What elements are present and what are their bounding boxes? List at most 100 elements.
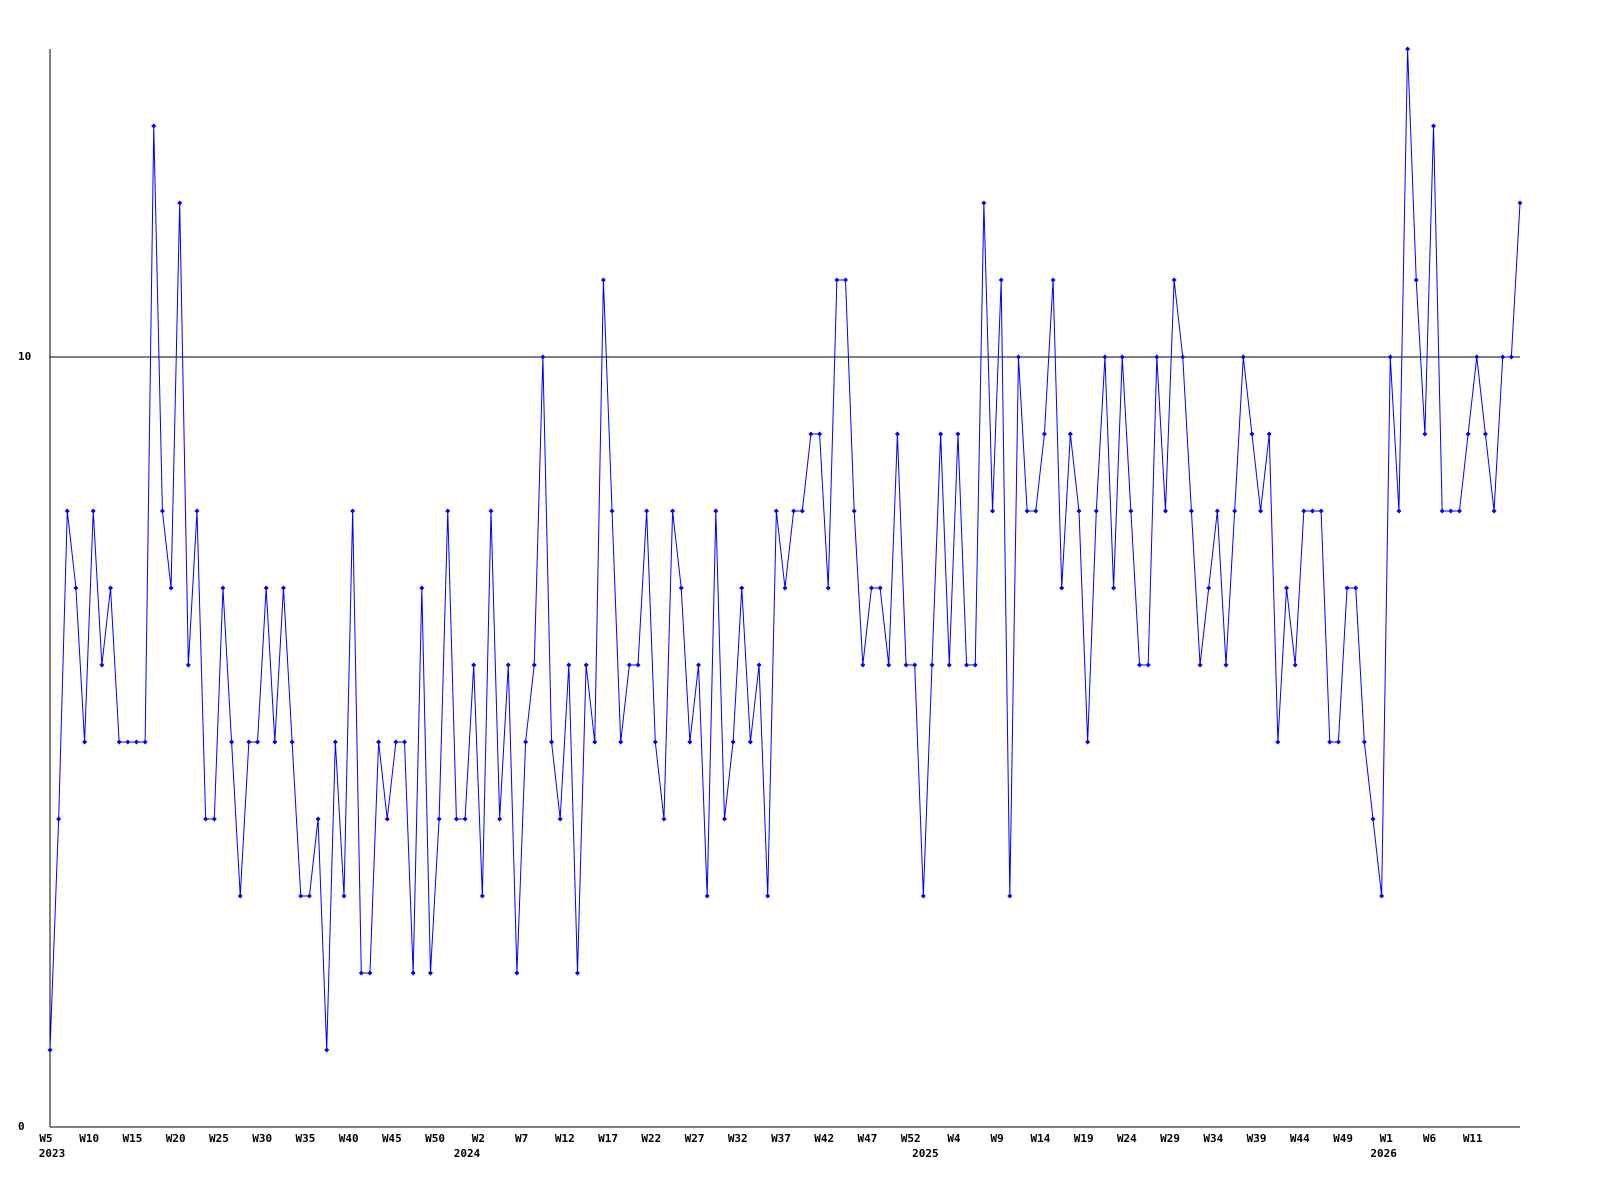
point bbox=[782, 585, 788, 591]
x-tick-label: W24 bbox=[1117, 1132, 1137, 1145]
x-tick-label: W37 bbox=[771, 1132, 791, 1145]
point bbox=[730, 739, 736, 745]
point bbox=[419, 585, 425, 591]
point bbox=[1422, 431, 1428, 437]
x-tick-label: W45 bbox=[382, 1132, 402, 1145]
point bbox=[1491, 508, 1497, 514]
point bbox=[427, 970, 433, 976]
point bbox=[1145, 662, 1151, 668]
point bbox=[1059, 585, 1065, 591]
point bbox=[670, 508, 676, 514]
point bbox=[324, 1047, 330, 1053]
point bbox=[358, 970, 364, 976]
point bbox=[1396, 508, 1402, 514]
point bbox=[1301, 508, 1307, 514]
x-tick-label: W35 bbox=[295, 1132, 315, 1145]
point bbox=[1111, 585, 1117, 591]
point bbox=[592, 739, 598, 745]
point bbox=[1405, 46, 1411, 52]
point bbox=[1180, 354, 1186, 360]
point bbox=[1188, 508, 1194, 514]
point bbox=[1206, 585, 1212, 591]
point bbox=[644, 508, 650, 514]
point bbox=[929, 662, 935, 668]
point bbox=[1085, 739, 1091, 745]
x-tick-label: W39 bbox=[1247, 1132, 1267, 1145]
point bbox=[47, 1047, 53, 1053]
point bbox=[1413, 277, 1419, 283]
point bbox=[1500, 354, 1506, 360]
point bbox=[1007, 893, 1013, 899]
point bbox=[1171, 277, 1177, 283]
point bbox=[108, 585, 114, 591]
point bbox=[920, 893, 926, 899]
x-tick-label: W5 bbox=[39, 1132, 52, 1145]
point bbox=[280, 585, 286, 591]
x-tick-label: W40 bbox=[339, 1132, 359, 1145]
point bbox=[834, 277, 840, 283]
x-tick-label: W2 bbox=[472, 1132, 485, 1145]
point bbox=[1517, 200, 1523, 206]
point bbox=[64, 508, 70, 514]
point bbox=[1370, 816, 1376, 822]
year-label: 2023 bbox=[39, 1147, 66, 1160]
point bbox=[1344, 585, 1350, 591]
point bbox=[626, 662, 632, 668]
point bbox=[211, 816, 217, 822]
point bbox=[661, 816, 667, 822]
point bbox=[1067, 431, 1073, 437]
point bbox=[1465, 431, 1471, 437]
point bbox=[1249, 431, 1255, 437]
year-label: 2024 bbox=[454, 1147, 481, 1160]
point bbox=[1431, 123, 1437, 129]
point bbox=[453, 816, 459, 822]
x-tick-label: W14 bbox=[1030, 1132, 1050, 1145]
point bbox=[177, 200, 183, 206]
point bbox=[600, 277, 606, 283]
x-tick-label: W4 bbox=[947, 1132, 961, 1145]
point bbox=[739, 585, 745, 591]
point bbox=[185, 662, 191, 668]
point bbox=[912, 662, 918, 668]
point bbox=[479, 893, 485, 899]
point bbox=[894, 431, 900, 437]
point bbox=[851, 508, 857, 514]
point bbox=[367, 970, 373, 976]
point bbox=[497, 816, 503, 822]
x-tick-label: W6 bbox=[1423, 1132, 1437, 1145]
point bbox=[1240, 354, 1246, 360]
point bbox=[1015, 354, 1021, 360]
point bbox=[1162, 508, 1168, 514]
point bbox=[1284, 585, 1290, 591]
point bbox=[306, 893, 312, 899]
point bbox=[1353, 585, 1359, 591]
point bbox=[609, 508, 615, 514]
point bbox=[1361, 739, 1367, 745]
x-tick-label: W50 bbox=[425, 1132, 445, 1145]
point bbox=[981, 200, 987, 206]
point bbox=[505, 662, 511, 668]
point bbox=[886, 662, 892, 668]
point bbox=[868, 585, 874, 591]
x-tick-label: W34 bbox=[1203, 1132, 1223, 1145]
point bbox=[635, 662, 641, 668]
point bbox=[1482, 431, 1488, 437]
line bbox=[49, 48, 1521, 1051]
year-label: 2025 bbox=[912, 1147, 939, 1160]
y-tick-label: 0 bbox=[18, 1120, 25, 1133]
point bbox=[1102, 354, 1108, 360]
point bbox=[1379, 893, 1385, 899]
point bbox=[488, 508, 494, 514]
point bbox=[557, 816, 563, 822]
point bbox=[471, 662, 477, 668]
point bbox=[350, 508, 356, 514]
point bbox=[946, 662, 952, 668]
point bbox=[1119, 354, 1125, 360]
point bbox=[652, 739, 658, 745]
x-tick-label: W11 bbox=[1463, 1132, 1483, 1145]
point bbox=[531, 662, 537, 668]
point bbox=[825, 585, 831, 591]
point bbox=[436, 816, 442, 822]
x-tick-label: W9 bbox=[991, 1132, 1004, 1145]
point bbox=[1309, 508, 1315, 514]
